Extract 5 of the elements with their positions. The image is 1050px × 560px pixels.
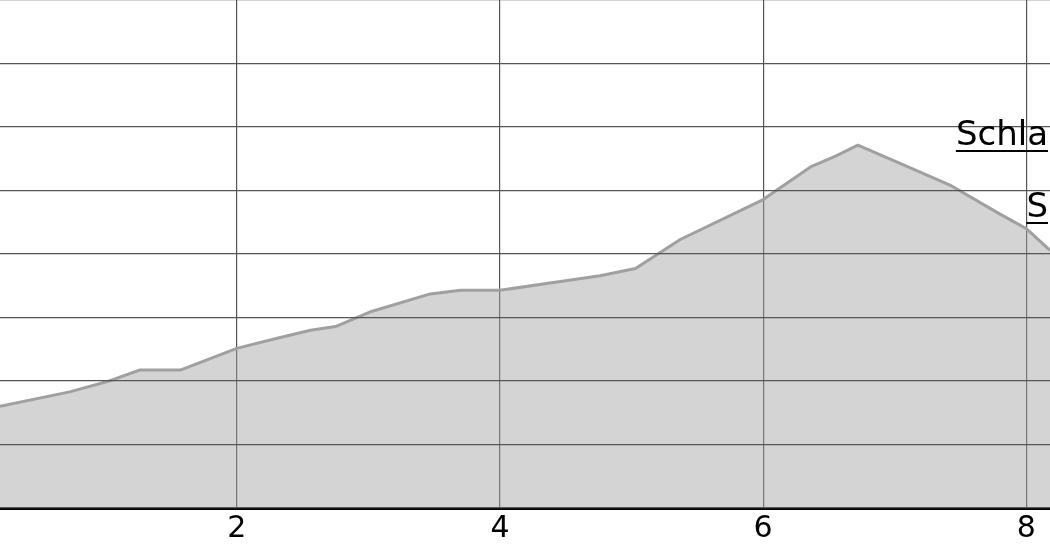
annotation: S bbox=[1026, 185, 1048, 225]
x-tick-label: 4 bbox=[490, 508, 510, 544]
x-tick-label: 6 bbox=[753, 508, 773, 544]
x-tick-label: 8 bbox=[1016, 508, 1036, 544]
x-tick-label: 2 bbox=[227, 508, 247, 544]
